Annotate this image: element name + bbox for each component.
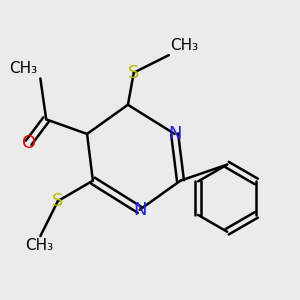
Text: CH₃: CH₃ (9, 61, 38, 76)
Text: CH₃: CH₃ (170, 38, 198, 53)
Text: O: O (22, 134, 36, 152)
Text: S: S (128, 64, 140, 82)
Text: CH₃: CH₃ (25, 238, 53, 253)
Text: N: N (133, 201, 146, 219)
Text: N: N (168, 125, 182, 143)
Text: S: S (52, 192, 64, 210)
